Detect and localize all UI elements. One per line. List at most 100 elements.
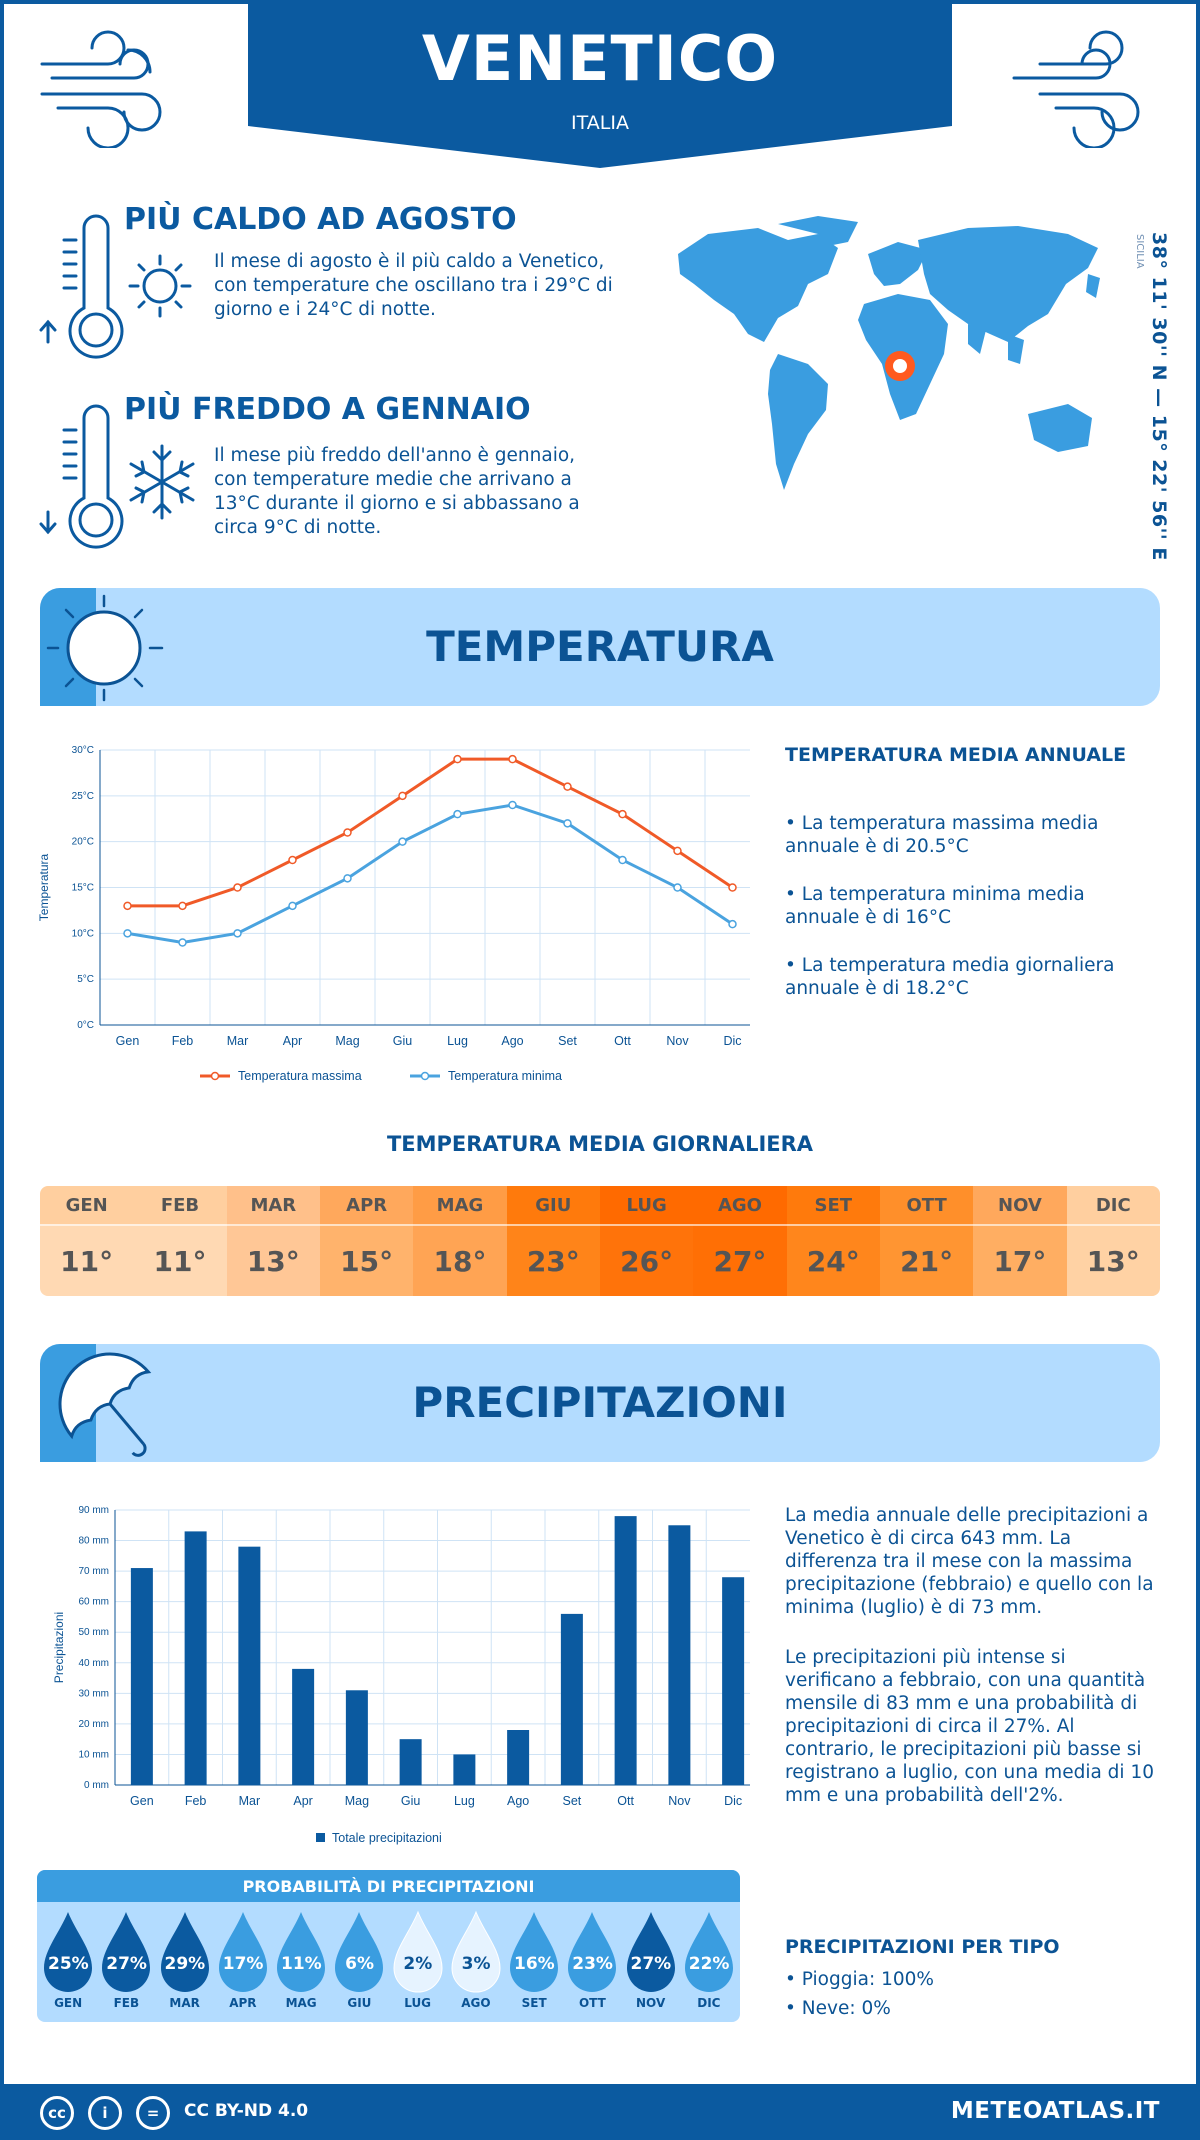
x-tick-label: Giu xyxy=(393,1034,413,1048)
annual-temp-bullet-max: • La temperatura massima media annuale è… xyxy=(785,813,1099,857)
x-tick-label: Mar xyxy=(239,1794,261,1808)
data-point xyxy=(453,754,462,764)
data-point xyxy=(288,855,297,865)
y-tick-label: 40 mm xyxy=(78,1658,109,1669)
precipitation-section-title: PRECIPITAZIONI xyxy=(412,1378,788,1427)
y-tick-label: 60 mm xyxy=(78,1597,109,1608)
daily-col-mag: MAG 18° xyxy=(413,1186,507,1296)
y-tick-label: 20°C xyxy=(72,837,94,848)
temperature-chart: 0°C 5°C 10°C 15°C 20°C 25°C 30°C Gen Feb Mar Apr Ma… xyxy=(37,745,750,1083)
data-point xyxy=(563,782,572,791)
drop-month-label: SET xyxy=(521,1996,547,2010)
data-point xyxy=(233,883,242,892)
daily-col-feb: FEB 11° xyxy=(133,1186,227,1296)
x-tick-label: Mag xyxy=(335,1034,359,1048)
y-axis-label: Temperatura xyxy=(37,853,51,921)
data-point xyxy=(178,901,187,911)
drop-month-label: APR xyxy=(229,1996,257,2010)
drop-month-label: DIC xyxy=(697,1996,721,2010)
footer: cc i = CC BY-ND 4.0 METEOATLAS.IT xyxy=(0,2084,1200,2140)
x-tick-label: Gen xyxy=(116,1034,140,1048)
y-tick-label: 30 mm xyxy=(78,1688,109,1699)
raindrop-icon xyxy=(44,1912,93,1992)
daily-month-label: MAR xyxy=(226,1186,320,1224)
drop-percent: 11% xyxy=(280,1954,322,1974)
drop-apr: 17% APR xyxy=(214,1910,272,2010)
drop-feb: 27% FEB xyxy=(97,1910,155,2010)
daily-month-label: DIC xyxy=(1066,1186,1160,1224)
daily-col-nov: NOV 17° xyxy=(973,1186,1067,1296)
header-shape xyxy=(248,0,952,168)
y-tick-label: 0 mm xyxy=(84,1780,109,1791)
x-tick-label: Ott xyxy=(614,1034,631,1048)
y-tick-label: 80 mm xyxy=(78,1536,109,1547)
drop-set: 16% SET xyxy=(505,1910,563,2010)
precip-type-snow: • Neve: 0% xyxy=(785,1998,891,2019)
drop-percent: 29% xyxy=(164,1954,206,1974)
data-point xyxy=(728,883,737,892)
cc-icon: cc xyxy=(40,2096,74,2130)
data-point xyxy=(343,828,352,837)
data-point xyxy=(453,809,462,819)
legend-label: Totale precipitazioni xyxy=(332,1831,442,1845)
y-tick-label: 10 mm xyxy=(78,1749,109,1760)
precip-probability-title: PROBABILITÀ DI PRECIPITAZIONI xyxy=(37,1870,740,1902)
daily-temp-value: 26° xyxy=(599,1224,694,1296)
drop-percent: 27% xyxy=(106,1954,147,1974)
header-banner: VENETICO ITALIA xyxy=(248,0,952,168)
daily-temp-value: 21° xyxy=(879,1224,974,1296)
series-line-max xyxy=(127,757,734,908)
x-tick-label: Feb xyxy=(185,1794,207,1808)
data-point xyxy=(233,929,242,938)
coordinates: 38° 11' 30'' N — 15° 22' 56'' E xyxy=(1148,232,1170,561)
legend-marker xyxy=(420,1071,430,1081)
country-subtitle: ITALIA xyxy=(571,112,629,134)
x-tick-label: Lug xyxy=(447,1034,468,1048)
x-tick-label: Dic xyxy=(724,1794,742,1808)
bar-feb xyxy=(184,1531,207,1785)
data-point xyxy=(618,855,627,865)
raindrop-icon xyxy=(218,1912,267,1992)
drop-giu: 6% GIU xyxy=(330,1910,388,2010)
x-tick-label: Mar xyxy=(227,1034,249,1048)
x-tick-label: Ago xyxy=(507,1794,529,1808)
site-link[interactable]: METEOATLAS.IT xyxy=(950,2098,1160,2124)
raindrop-icon xyxy=(102,1912,151,1992)
region-label: SICILIA xyxy=(1134,234,1145,269)
daily-col-giu: GIU 23° xyxy=(506,1186,600,1296)
drop-percent: 6% xyxy=(345,1954,375,1974)
hottest-title: PIÙ CALDO AD AGOSTO xyxy=(124,202,517,237)
daily-month-label: LUG xyxy=(599,1186,694,1224)
raindrop-icon xyxy=(277,1912,326,1992)
data-point xyxy=(728,919,737,929)
data-point xyxy=(123,901,132,911)
coldest-text: Il mese più freddo dell'anno è gennaio, … xyxy=(214,445,580,538)
x-tick-label: Set xyxy=(558,1034,577,1048)
raindrop-icon xyxy=(451,1910,501,1993)
y-tick-label: 30°C xyxy=(72,745,94,756)
drop-percent: 23% xyxy=(572,1954,613,1974)
daily-month-label: MAG xyxy=(413,1186,507,1224)
daily-temp-value: 11° xyxy=(40,1224,134,1296)
y-tick-label: 5°C xyxy=(77,974,94,985)
y-axis-label: Precipitazioni xyxy=(52,1612,66,1683)
drop-month-label: OTT xyxy=(578,1996,606,2010)
y-tick-label: 10°C xyxy=(72,928,94,939)
daily-temp-value: 18° xyxy=(413,1224,507,1296)
daily-temp-title: TEMPERATURA MEDIA GIORNALIERA xyxy=(386,1132,814,1156)
daily-col-ago: AGO 27° xyxy=(693,1186,787,1296)
data-point xyxy=(618,809,627,819)
drop-percent: 3% xyxy=(461,1954,491,1974)
daily-month-label: AGO xyxy=(693,1186,787,1224)
hottest-text: Il mese di agosto è il più caldo a Venet… xyxy=(214,251,613,320)
precipitation-chart: 0 mm 10 mm 20 mm 30 mm 40 mm 50 mm 60 mm 70 mm 8… xyxy=(52,1505,750,1845)
x-tick-label: Ago xyxy=(501,1034,523,1048)
drop-percent: 17% xyxy=(222,1954,264,1974)
x-tick-label: Dic xyxy=(723,1034,741,1048)
wind-icon-right xyxy=(1012,30,1140,148)
daily-temp-value: 24° xyxy=(786,1224,880,1296)
daily-month-label: NOV xyxy=(973,1186,1067,1224)
bar-giu xyxy=(399,1739,422,1785)
bar-gen xyxy=(130,1568,153,1785)
daily-col-mar: MAR 13° xyxy=(226,1186,320,1296)
